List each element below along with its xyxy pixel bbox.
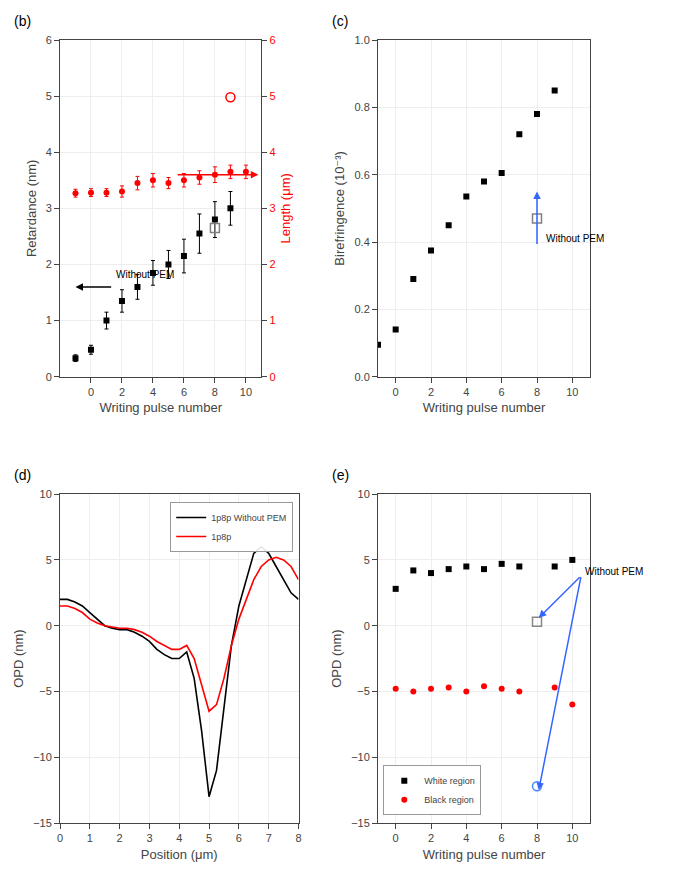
svg-text:4: 4 [463, 832, 469, 844]
svg-text:1: 1 [270, 314, 276, 326]
svg-text:Without PEM: Without PEM [116, 269, 174, 280]
svg-text:Black region: Black region [424, 795, 474, 805]
svg-text:6: 6 [46, 34, 52, 46]
svg-text:6: 6 [236, 832, 242, 844]
svg-text:10: 10 [566, 386, 578, 398]
svg-text:1: 1 [87, 832, 93, 844]
svg-text:Writing pulse number: Writing pulse number [99, 400, 222, 415]
svg-text:2: 2 [46, 258, 52, 270]
svg-text:1p8p: 1p8p [211, 532, 231, 542]
svg-text:−10: −10 [351, 751, 370, 763]
svg-text:5: 5 [46, 554, 52, 566]
svg-text:0: 0 [270, 371, 276, 383]
svg-text:1: 1 [46, 314, 52, 326]
svg-text:−10: −10 [33, 751, 52, 763]
svg-text:2: 2 [270, 258, 276, 270]
svg-text:Without PEM: Without PEM [585, 566, 643, 577]
svg-text:2: 2 [119, 386, 125, 398]
svg-text:4: 4 [463, 386, 469, 398]
svg-text:0: 0 [57, 832, 63, 844]
svg-text:−5: −5 [357, 685, 370, 697]
svg-text:−15: −15 [33, 817, 52, 829]
svg-text:Retardance (nm): Retardance (nm) [24, 160, 39, 258]
svg-text:Writing pulse number: Writing pulse number [423, 400, 546, 415]
svg-text:6: 6 [270, 34, 276, 46]
svg-text:8: 8 [534, 386, 540, 398]
svg-text:6: 6 [499, 386, 505, 398]
svg-text:5: 5 [270, 90, 276, 102]
svg-text:OPD (nm): OPD (nm) [11, 629, 26, 688]
svg-text:5: 5 [206, 832, 212, 844]
svg-text:Position (μm): Position (μm) [141, 847, 218, 862]
svg-text:(e): (e) [332, 467, 349, 483]
svg-text:1.0: 1.0 [355, 34, 370, 46]
svg-text:3: 3 [146, 832, 152, 844]
svg-text:(c): (c) [332, 13, 348, 29]
svg-text:(d): (d) [14, 467, 31, 483]
svg-text:5: 5 [46, 90, 52, 102]
svg-text:Writing pulse number: Writing pulse number [423, 847, 546, 862]
svg-text:0: 0 [46, 371, 52, 383]
svg-text:4: 4 [46, 146, 52, 158]
svg-text:0.8: 0.8 [355, 101, 370, 113]
svg-text:2: 2 [117, 832, 123, 844]
svg-text:−15: −15 [351, 817, 370, 829]
svg-text:4: 4 [176, 832, 182, 844]
svg-text:0: 0 [88, 386, 94, 398]
svg-text:0.6: 0.6 [355, 169, 370, 181]
svg-text:0: 0 [46, 620, 52, 632]
svg-text:4: 4 [270, 146, 276, 158]
svg-text:4: 4 [150, 386, 156, 398]
svg-text:5: 5 [364, 554, 370, 566]
svg-text:White region: White region [424, 776, 475, 786]
svg-text:3: 3 [46, 202, 52, 214]
svg-text:2: 2 [428, 386, 434, 398]
svg-text:6: 6 [499, 832, 505, 844]
svg-text:OPD (nm): OPD (nm) [329, 629, 344, 688]
svg-text:0: 0 [393, 386, 399, 398]
svg-text:0: 0 [393, 832, 399, 844]
svg-text:Without PEM: Without PEM [546, 233, 604, 244]
svg-text:(b): (b) [14, 13, 31, 29]
svg-text:10: 10 [240, 386, 252, 398]
svg-text:Birefringence (10⁻³): Birefringence (10⁻³) [332, 151, 347, 266]
svg-text:3: 3 [270, 202, 276, 214]
svg-text:8: 8 [212, 386, 218, 398]
svg-text:8: 8 [295, 832, 301, 844]
svg-text:10: 10 [40, 488, 52, 500]
svg-text:2: 2 [428, 832, 434, 844]
svg-text:7: 7 [266, 832, 272, 844]
svg-text:10: 10 [358, 488, 370, 500]
svg-text:−5: −5 [39, 685, 52, 697]
svg-text:0.2: 0.2 [355, 303, 370, 315]
svg-text:0.0: 0.0 [355, 371, 370, 383]
svg-text:Length (μm): Length (μm) [278, 173, 293, 243]
svg-text:8: 8 [534, 832, 540, 844]
svg-text:0.4: 0.4 [355, 236, 370, 248]
svg-text:0: 0 [364, 620, 370, 632]
svg-text:6: 6 [181, 386, 187, 398]
svg-text:10: 10 [566, 832, 578, 844]
svg-text:1p8p Without PEM: 1p8p Without PEM [211, 513, 286, 523]
